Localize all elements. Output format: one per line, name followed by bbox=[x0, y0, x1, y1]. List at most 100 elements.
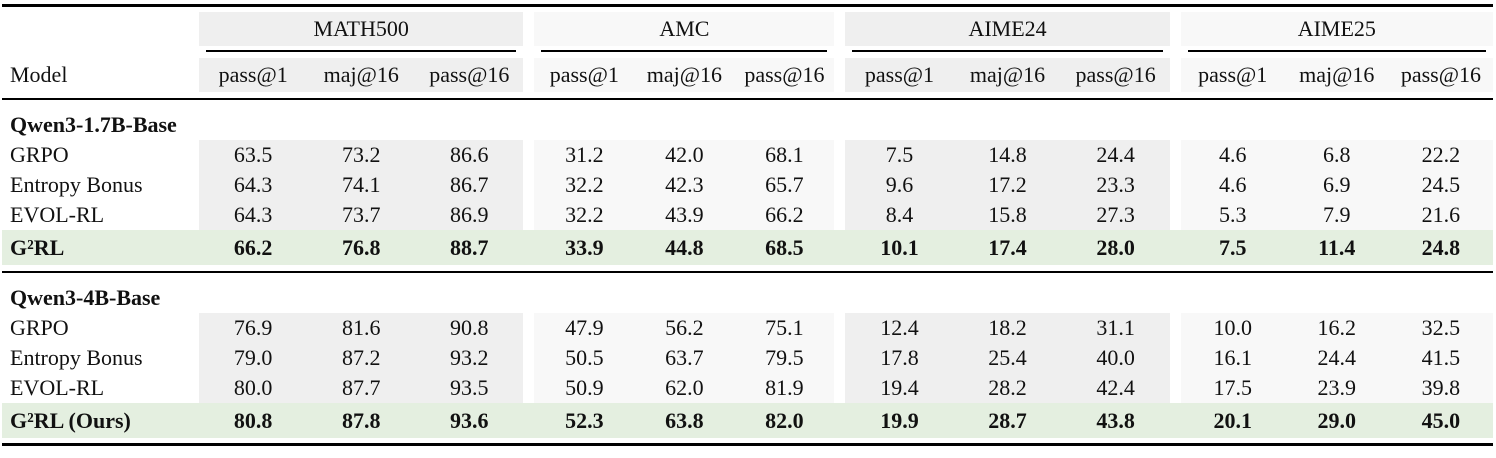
value-cell: 12.4 bbox=[845, 312, 954, 343]
value-cell: 28.7 bbox=[953, 402, 1062, 438]
value-cell: 32.2 bbox=[534, 169, 635, 200]
mid-rule bbox=[2, 270, 1493, 273]
metric-header: pass@16 bbox=[1061, 57, 1170, 92]
value-cell: 63.8 bbox=[634, 402, 735, 438]
cmid-rule bbox=[541, 50, 828, 52]
value-cell: 41.5 bbox=[1388, 342, 1493, 373]
top-rule bbox=[2, 4, 1493, 7]
group-header-label: MATH500 bbox=[199, 12, 524, 46]
value-cell: 22.2 bbox=[1388, 139, 1493, 170]
method-name: GRPO bbox=[2, 139, 200, 170]
value-cell: 63.5 bbox=[199, 139, 308, 170]
value-cell: 16.2 bbox=[1284, 312, 1389, 343]
value-cell: 28.2 bbox=[953, 372, 1062, 403]
metric-header: pass@16 bbox=[415, 57, 524, 92]
group-header-label: AMC bbox=[534, 12, 835, 46]
metric-header: pass@16 bbox=[734, 57, 835, 92]
table-row: EVOL-RL 80.0 87.7 93.5 50.9 62.0 81.9 19… bbox=[2, 372, 1493, 403]
value-cell: 20.1 bbox=[1180, 402, 1285, 438]
value-cell: 21.6 bbox=[1388, 199, 1493, 230]
value-cell: 86.9 bbox=[415, 199, 524, 230]
method-name: GRPO bbox=[2, 312, 200, 343]
value-cell: 10.0 bbox=[1180, 312, 1285, 343]
group-header-amc: AMC bbox=[534, 7, 835, 52]
value-cell: 87.8 bbox=[307, 402, 416, 438]
value-cell: 43.8 bbox=[1061, 402, 1170, 438]
method-name: Entropy Bonus bbox=[2, 169, 200, 200]
value-cell: 44.8 bbox=[634, 229, 735, 265]
value-cell: 79.5 bbox=[734, 342, 835, 373]
value-cell: 50.5 bbox=[534, 342, 635, 373]
table-row: GRPO 76.9 81.6 90.8 47.9 56.2 75.1 12.4 … bbox=[2, 312, 1493, 343]
value-cell: 93.5 bbox=[415, 372, 524, 403]
cmid-rule bbox=[852, 50, 1163, 52]
method-name: Entropy Bonus bbox=[2, 342, 200, 373]
method-name: G²RL bbox=[2, 229, 200, 265]
value-cell: 18.2 bbox=[953, 312, 1062, 343]
table-row: Entropy Bonus 79.0 87.2 93.2 50.5 63.7 7… bbox=[2, 342, 1493, 373]
value-cell: 9.6 bbox=[845, 169, 954, 200]
group-header-label: AIME25 bbox=[1180, 12, 1493, 46]
value-cell: 17.5 bbox=[1180, 372, 1285, 403]
value-cell: 17.2 bbox=[953, 169, 1062, 200]
metric-header: pass@1 bbox=[845, 57, 954, 92]
value-cell: 47.9 bbox=[534, 312, 635, 343]
value-cell: 19.9 bbox=[845, 402, 954, 438]
value-cell: 31.2 bbox=[534, 139, 635, 170]
value-cell: 23.9 bbox=[1284, 372, 1389, 403]
value-cell: 63.7 bbox=[634, 342, 735, 373]
value-cell: 7.9 bbox=[1284, 199, 1389, 230]
group-header-label: AIME24 bbox=[845, 12, 1170, 46]
metric-header: pass@1 bbox=[1180, 57, 1285, 92]
value-cell: 56.2 bbox=[634, 312, 735, 343]
header-rule-row bbox=[2, 92, 1493, 109]
value-cell: 42.0 bbox=[634, 139, 735, 170]
cmid-rule bbox=[206, 50, 517, 52]
value-cell: 81.9 bbox=[734, 372, 835, 403]
value-cell: 80.8 bbox=[199, 402, 308, 438]
value-cell: 52.3 bbox=[534, 402, 635, 438]
value-cell: 75.1 bbox=[734, 312, 835, 343]
value-cell: 65.7 bbox=[734, 169, 835, 200]
group-header-aime24: AIME24 bbox=[845, 7, 1170, 52]
value-cell: 86.7 bbox=[415, 169, 524, 200]
table-row: EVOL-RL 64.3 73.7 86.9 32.2 43.9 66.2 8.… bbox=[2, 199, 1493, 230]
value-cell: 32.5 bbox=[1388, 312, 1493, 343]
value-cell: 80.0 bbox=[199, 372, 308, 403]
value-cell: 64.3 bbox=[199, 169, 308, 200]
value-cell: 87.2 bbox=[307, 342, 416, 373]
header-rule bbox=[2, 97, 1493, 100]
value-cell: 23.3 bbox=[1061, 169, 1170, 200]
value-cell: 7.5 bbox=[1180, 229, 1285, 265]
value-cell: 29.0 bbox=[1284, 402, 1389, 438]
metric-header: maj@16 bbox=[953, 57, 1062, 92]
bottom-rule bbox=[2, 442, 1493, 446]
value-cell: 45.0 bbox=[1388, 402, 1493, 438]
value-cell: 39.8 bbox=[1388, 372, 1493, 403]
value-cell: 93.6 bbox=[415, 402, 524, 438]
value-cell: 64.3 bbox=[199, 199, 308, 230]
value-cell: 66.2 bbox=[734, 199, 835, 230]
value-cell: 25.4 bbox=[953, 342, 1062, 373]
highlight-row: G²RL (Ours) 80.8 87.8 93.6 52.3 63.8 82.… bbox=[2, 402, 1493, 438]
method-name: EVOL-RL bbox=[2, 199, 200, 230]
value-cell: 93.2 bbox=[415, 342, 524, 373]
highlight-row: G²RL 66.2 76.8 88.7 33.9 44.8 68.5 10.1 … bbox=[2, 229, 1493, 265]
value-cell: 5.3 bbox=[1180, 199, 1285, 230]
value-cell: 6.9 bbox=[1284, 169, 1389, 200]
metric-header: maj@16 bbox=[634, 57, 735, 92]
value-cell: 68.5 bbox=[734, 229, 835, 265]
metric-header: pass@1 bbox=[199, 57, 308, 92]
value-cell: 17.4 bbox=[953, 229, 1062, 265]
group-header-row: MATH500 AMC AIME24 AIME25 bbox=[2, 7, 1493, 52]
table-row: GRPO 63.5 73.2 86.6 31.2 42.0 68.1 7.5 1… bbox=[2, 139, 1493, 170]
value-cell: 68.1 bbox=[734, 139, 835, 170]
section-row: Qwen3-4B-Base bbox=[2, 282, 1493, 313]
value-cell: 28.0 bbox=[1061, 229, 1170, 265]
metric-header: pass@1 bbox=[534, 57, 635, 92]
section-title: Qwen3-4B-Base bbox=[10, 284, 161, 310]
value-cell: 14.8 bbox=[953, 139, 1062, 170]
value-cell: 88.7 bbox=[415, 229, 524, 265]
value-cell: 8.4 bbox=[845, 199, 954, 230]
value-cell: 27.3 bbox=[1061, 199, 1170, 230]
